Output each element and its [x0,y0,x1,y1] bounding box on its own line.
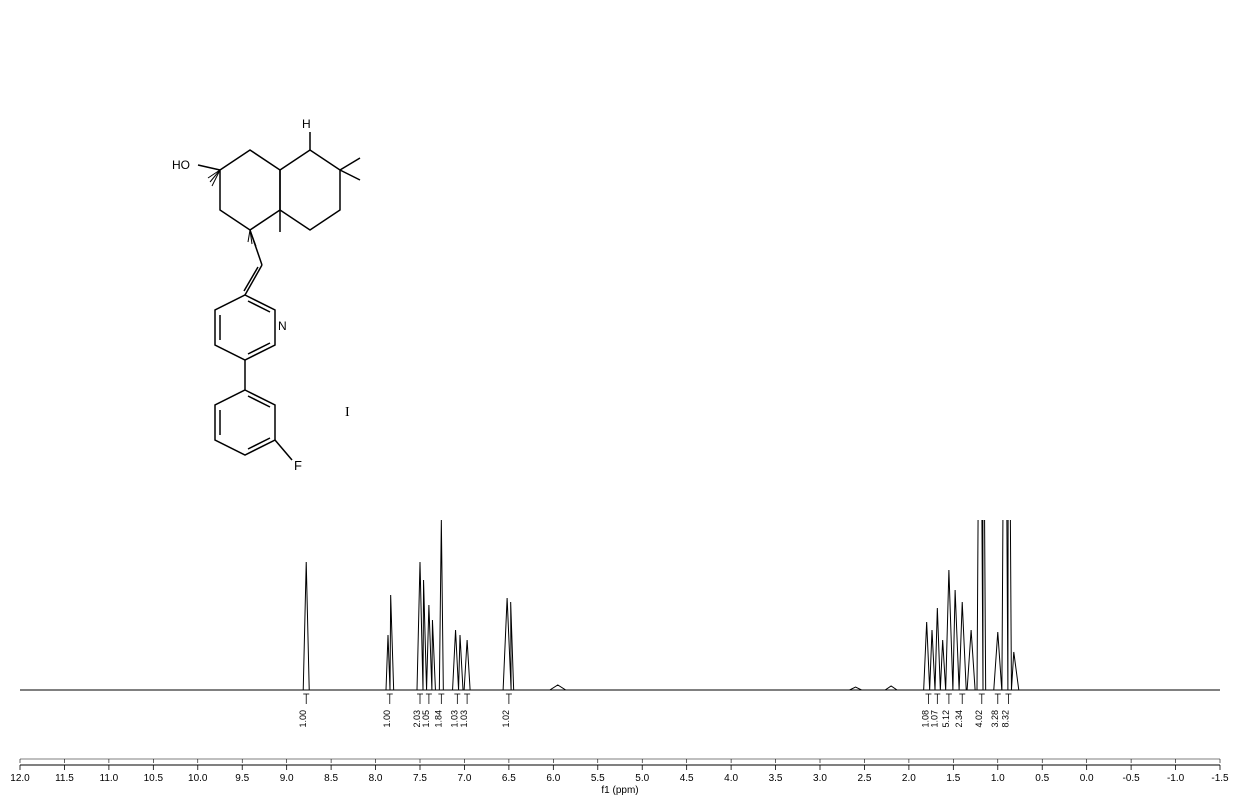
svg-text:8.0: 8.0 [369,773,383,784]
svg-text:10.0: 10.0 [188,773,208,784]
svg-text:3.0: 3.0 [813,773,827,784]
svg-text:8.32: 8.32 [1000,710,1010,728]
svg-text:11.5: 11.5 [55,773,74,784]
svg-text:1.0: 1.0 [991,773,1005,784]
svg-text:4.0: 4.0 [724,773,738,784]
svg-text:5.12: 5.12 [941,710,951,728]
nmr-spectrum: 1.001.002.031.051.841.031.031.021.081.07… [0,520,1239,795]
svg-text:5.0: 5.0 [635,773,649,784]
svg-text:1.00: 1.00 [382,710,392,728]
svg-text:1.03: 1.03 [459,710,469,728]
svg-text:-1.0: -1.0 [1167,773,1185,784]
svg-text:12.0: 12.0 [10,773,30,784]
svg-text:11.0: 11.0 [100,773,119,784]
svg-text:1.00: 1.00 [298,710,308,728]
svg-text:2.34: 2.34 [954,710,964,728]
svg-text:2.5: 2.5 [857,773,871,784]
svg-text:10.5: 10.5 [144,773,164,784]
svg-text:0.5: 0.5 [1035,773,1049,784]
svg-text:7.5: 7.5 [413,773,427,784]
svg-text:3.5: 3.5 [769,773,783,784]
svg-text:0.0: 0.0 [1080,773,1094,784]
svg-text:1.5: 1.5 [946,773,960,784]
svg-text:f1 (ppm): f1 (ppm) [601,785,638,795]
svg-text:-0.5: -0.5 [1122,773,1140,784]
svg-text:9.5: 9.5 [235,773,249,784]
svg-text:H: H [302,117,311,131]
compound-label: I [345,405,350,421]
svg-text:N: N [278,319,287,333]
svg-text:1.84: 1.84 [433,710,443,728]
svg-text:6.0: 6.0 [546,773,560,784]
svg-text:1.03: 1.03 [449,710,459,728]
svg-text:5.5: 5.5 [591,773,605,784]
svg-text:4.5: 4.5 [680,773,694,784]
svg-text:8.5: 8.5 [324,773,338,784]
svg-text:2.0: 2.0 [902,773,916,784]
chemical-structure: H HO [170,70,390,500]
svg-text:9.0: 9.0 [280,773,294,784]
svg-text:1.05: 1.05 [421,710,431,728]
svg-text:HO: HO [172,158,190,172]
svg-text:1.02: 1.02 [501,710,511,728]
svg-text:3.28: 3.28 [990,710,1000,728]
nmr-figure: H HO [0,0,1239,795]
svg-text:7.0: 7.0 [457,773,471,784]
svg-text:1.07: 1.07 [929,710,939,728]
svg-text:-1.5: -1.5 [1211,773,1229,784]
svg-text:4.02: 4.02 [974,710,984,728]
svg-text:F: F [294,458,302,473]
svg-text:6.5: 6.5 [502,773,516,784]
